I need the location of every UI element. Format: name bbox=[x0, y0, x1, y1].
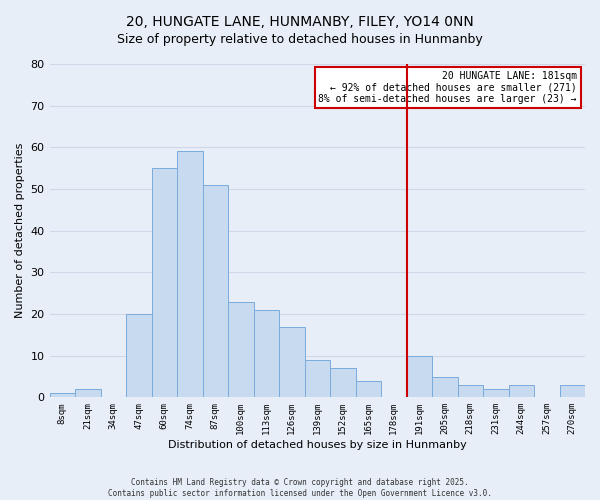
Bar bbox=[330, 368, 356, 398]
Bar bbox=[560, 385, 585, 398]
Bar bbox=[50, 393, 75, 398]
Bar bbox=[432, 376, 458, 398]
Text: 20 HUNGATE LANE: 181sqm
← 92% of detached houses are smaller (271)
8% of semi-de: 20 HUNGATE LANE: 181sqm ← 92% of detache… bbox=[319, 70, 577, 104]
Bar bbox=[279, 326, 305, 398]
Bar bbox=[126, 314, 152, 398]
Bar bbox=[509, 385, 534, 398]
Bar bbox=[75, 389, 101, 398]
Bar bbox=[458, 385, 483, 398]
Bar bbox=[254, 310, 279, 398]
Text: Size of property relative to detached houses in Hunmanby: Size of property relative to detached ho… bbox=[117, 32, 483, 46]
Bar bbox=[177, 152, 203, 398]
X-axis label: Distribution of detached houses by size in Hunmanby: Distribution of detached houses by size … bbox=[168, 440, 467, 450]
Bar bbox=[483, 389, 509, 398]
Bar bbox=[152, 168, 177, 398]
Bar bbox=[203, 185, 228, 398]
Bar bbox=[356, 380, 381, 398]
Bar bbox=[228, 302, 254, 398]
Bar bbox=[407, 356, 432, 398]
Text: Contains HM Land Registry data © Crown copyright and database right 2025.
Contai: Contains HM Land Registry data © Crown c… bbox=[108, 478, 492, 498]
Text: 20, HUNGATE LANE, HUNMANBY, FILEY, YO14 0NN: 20, HUNGATE LANE, HUNMANBY, FILEY, YO14 … bbox=[126, 15, 474, 29]
Y-axis label: Number of detached properties: Number of detached properties bbox=[15, 143, 25, 318]
Bar bbox=[305, 360, 330, 398]
